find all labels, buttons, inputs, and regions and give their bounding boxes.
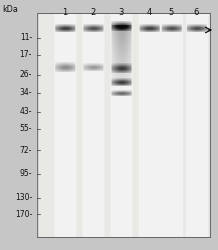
- Text: 4: 4: [146, 8, 152, 17]
- Text: 5: 5: [168, 8, 174, 17]
- Text: 1: 1: [62, 8, 68, 17]
- Text: 34-: 34-: [19, 88, 32, 97]
- Text: 11-: 11-: [20, 33, 32, 42]
- Text: 55-: 55-: [19, 124, 32, 134]
- Text: 17-: 17-: [20, 50, 32, 59]
- Text: 170-: 170-: [15, 210, 32, 219]
- Text: 6: 6: [193, 8, 199, 17]
- Text: 2: 2: [90, 8, 96, 17]
- Text: kDa: kDa: [2, 5, 18, 14]
- Text: 130-: 130-: [15, 193, 32, 202]
- Text: 3: 3: [118, 8, 124, 17]
- Text: 95-: 95-: [19, 170, 32, 178]
- Text: 43-: 43-: [19, 108, 32, 116]
- Text: 72-: 72-: [20, 146, 32, 155]
- Text: 26-: 26-: [20, 70, 32, 80]
